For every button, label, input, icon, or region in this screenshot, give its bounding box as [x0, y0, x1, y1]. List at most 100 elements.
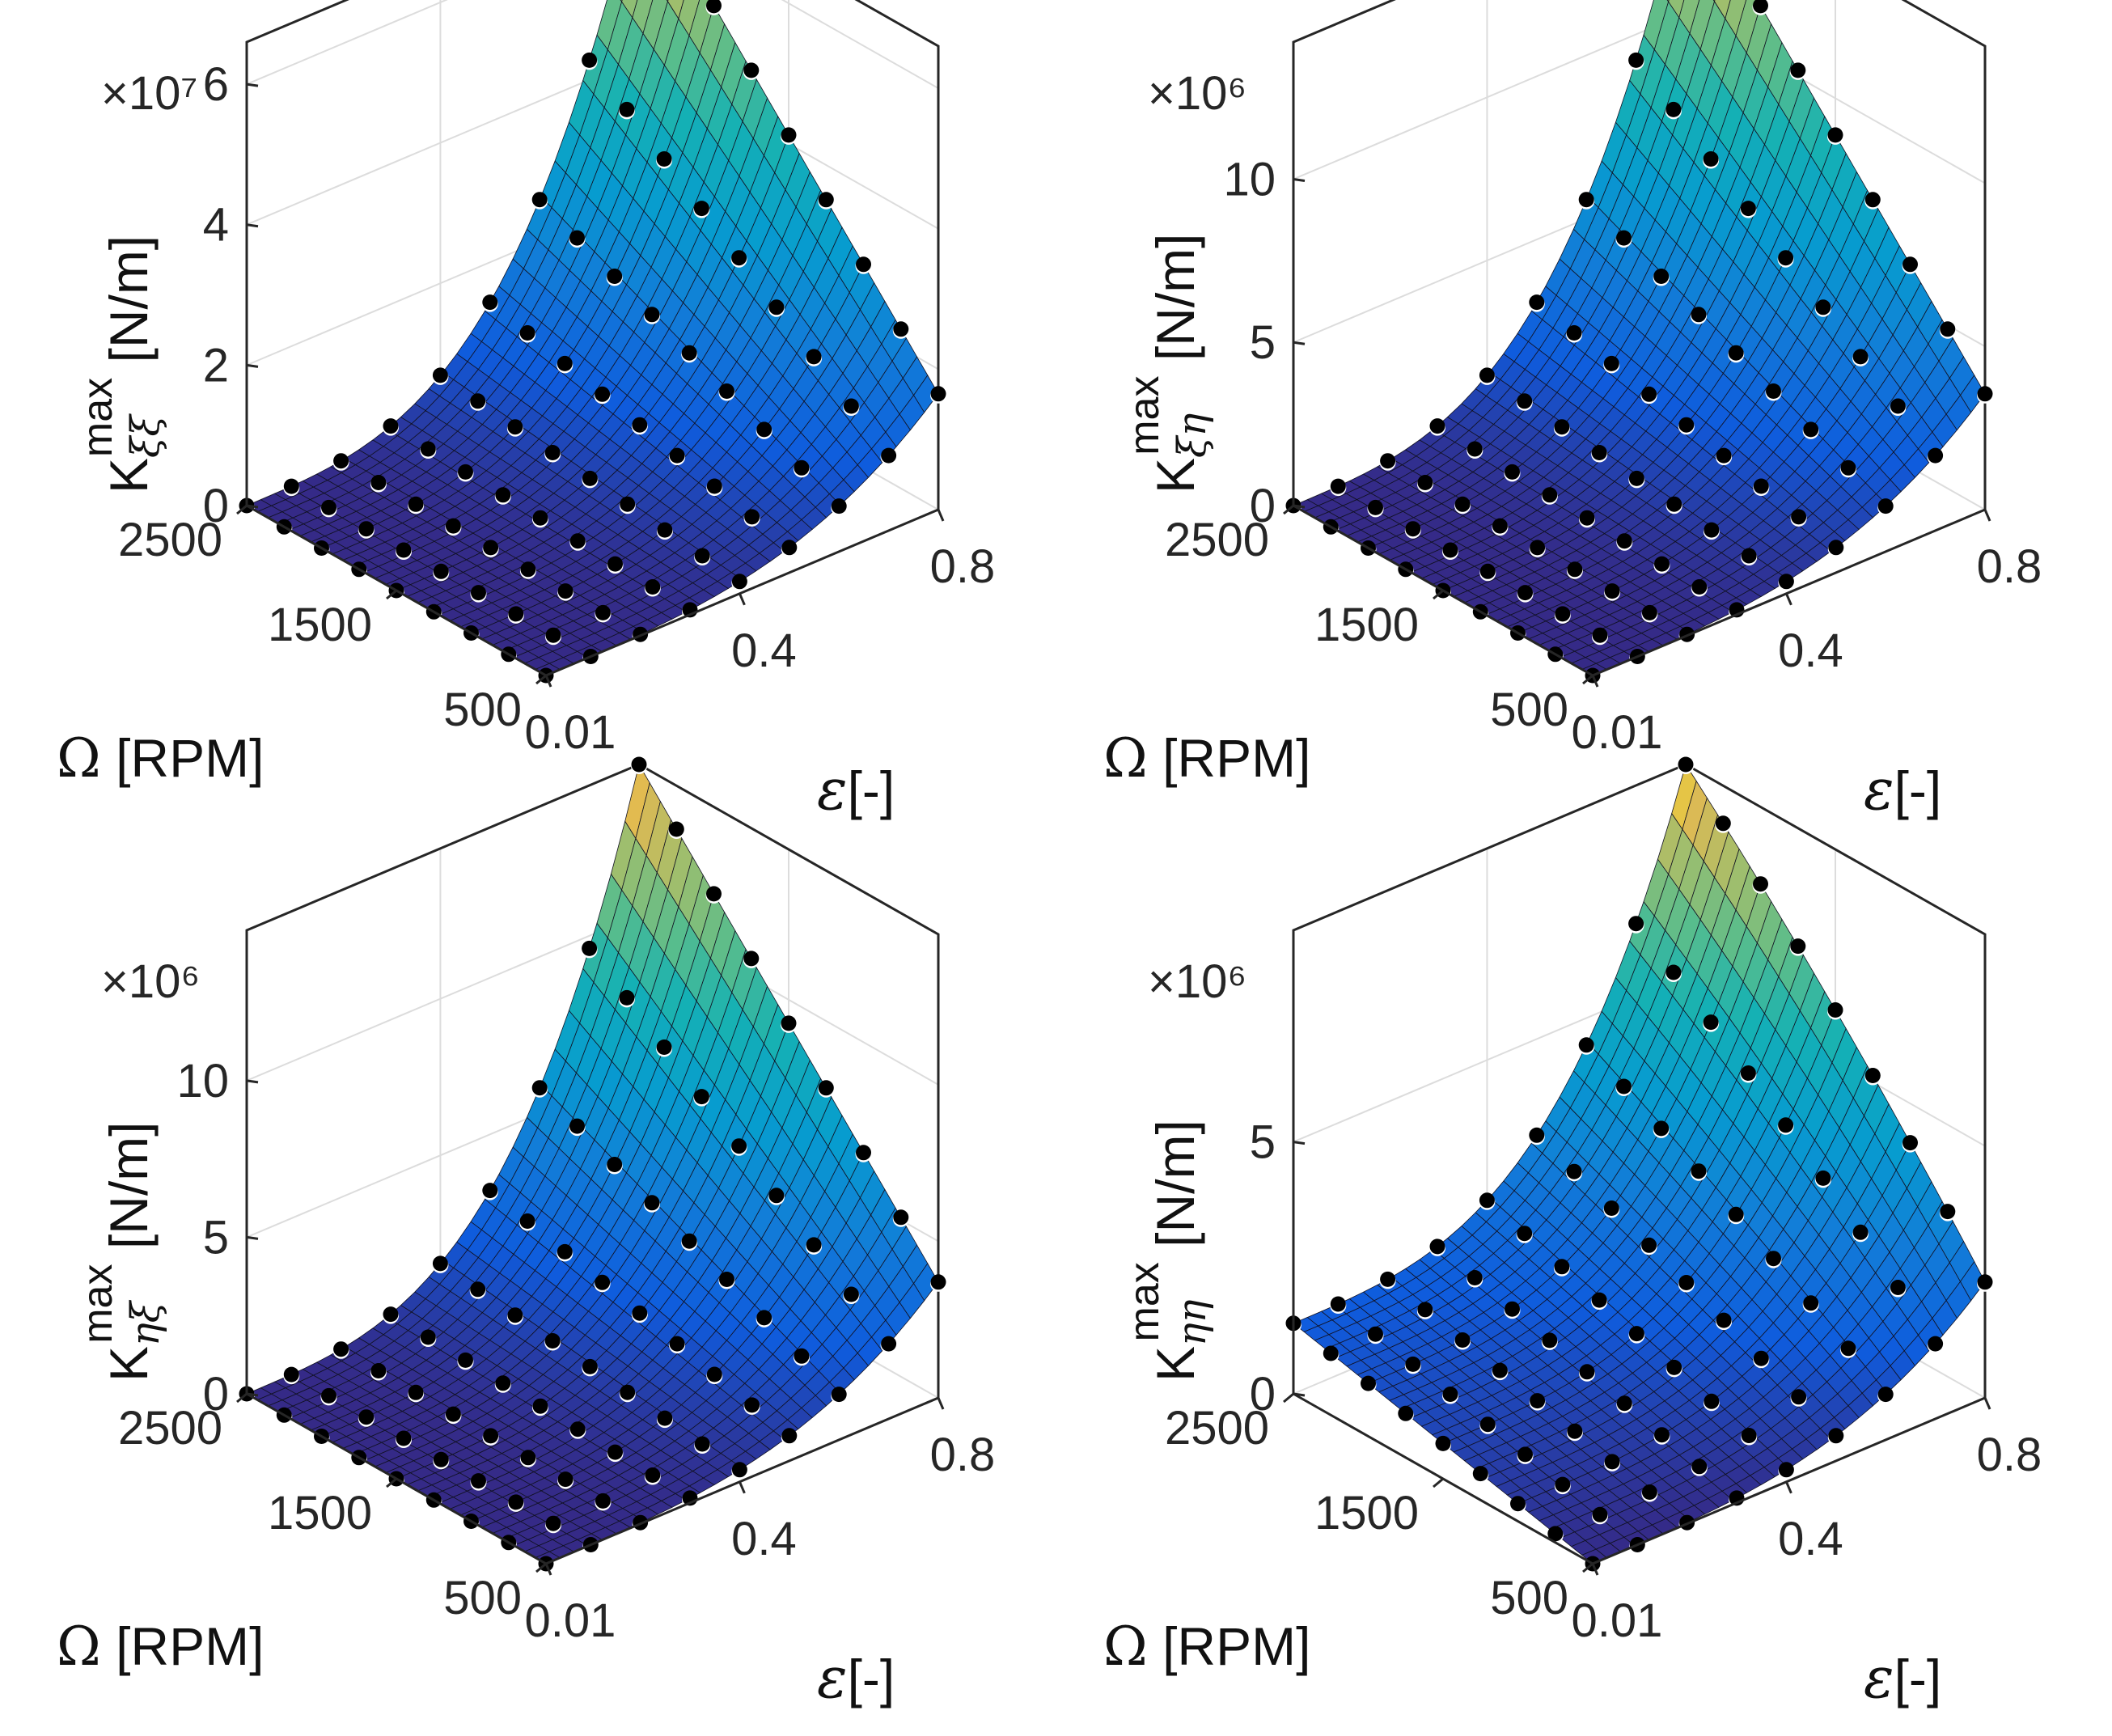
data-point — [781, 1015, 797, 1031]
data-point — [1467, 1270, 1483, 1285]
data-point — [1616, 533, 1632, 549]
data-point — [358, 521, 375, 537]
surface — [246, 0, 939, 676]
data-point — [1361, 1375, 1376, 1391]
data-point — [1442, 1387, 1458, 1402]
data-point — [694, 548, 710, 564]
data-point — [1977, 386, 1993, 402]
eps-tick — [1591, 675, 1599, 688]
data-point — [1628, 470, 1644, 486]
data-point — [544, 445, 561, 460]
data-point — [1877, 498, 1894, 514]
data-point — [532, 510, 548, 526]
data-point — [881, 1336, 897, 1352]
data-point — [656, 151, 672, 167]
data-point — [1778, 1462, 1794, 1478]
data-point — [1567, 561, 1583, 578]
data-point — [333, 1341, 349, 1357]
data-point — [856, 256, 871, 273]
data-point — [1665, 101, 1682, 117]
z-tick-label: 5 — [203, 1211, 229, 1264]
data-point — [1940, 321, 1956, 337]
data-point — [1666, 496, 1682, 512]
data-point — [881, 447, 897, 464]
data-point — [1555, 1476, 1571, 1493]
z-tick-label: 10 — [1223, 153, 1276, 205]
data-point — [1368, 1326, 1383, 1342]
data-point — [1592, 1506, 1608, 1522]
data-point — [1654, 1427, 1670, 1443]
data-point — [333, 453, 349, 469]
data-point — [582, 940, 598, 956]
data-point — [1405, 521, 1421, 537]
data-point — [1628, 52, 1644, 68]
surface — [1293, 0, 1986, 676]
z-tick — [246, 1392, 259, 1397]
eps-tick — [1785, 593, 1792, 606]
data-point — [1454, 496, 1471, 512]
data-point — [508, 1494, 524, 1510]
z-tick — [246, 1079, 259, 1084]
data-point — [744, 509, 760, 525]
data-point — [1517, 1446, 1533, 1463]
eps-axis-label: ε[-] — [817, 1645, 895, 1711]
data-point — [1323, 1345, 1339, 1361]
data-point — [645, 579, 661, 595]
z-tick-label: 2 — [203, 339, 229, 392]
data-point — [719, 1272, 734, 1287]
z-axis-label: Kηηmax [N/m] — [1121, 1120, 1215, 1382]
data-point — [582, 52, 598, 68]
data-point — [595, 1274, 611, 1290]
data-point — [495, 487, 511, 503]
data-point — [495, 1375, 511, 1391]
data-point — [595, 386, 611, 402]
data-point — [1741, 1428, 1757, 1443]
data-point — [545, 1515, 561, 1531]
data-point — [1828, 1428, 1844, 1444]
data-point — [1604, 583, 1620, 599]
data-point — [433, 563, 449, 579]
data-point — [1740, 1065, 1756, 1081]
data-point — [1492, 1362, 1508, 1378]
data-point — [694, 1436, 710, 1452]
data-point — [1691, 579, 1708, 595]
data-point — [706, 1366, 722, 1382]
data-point — [731, 1138, 747, 1154]
data-point — [1417, 1302, 1433, 1318]
z-tick-label: 0 — [203, 1368, 229, 1421]
data-point — [1492, 518, 1508, 534]
data-point — [1827, 1002, 1843, 1018]
data-point — [843, 398, 859, 414]
omega-tick — [1582, 1562, 1594, 1573]
z-tick-label: 0 — [1250, 480, 1276, 532]
data-point — [557, 1243, 573, 1260]
data-point — [1380, 1271, 1396, 1287]
data-point — [1940, 1204, 1956, 1220]
data-point — [731, 250, 747, 266]
data-point — [1578, 192, 1594, 208]
data-point — [1616, 1395, 1632, 1412]
data-point — [1928, 447, 1944, 464]
data-point — [1641, 1484, 1657, 1500]
data-point — [458, 1352, 473, 1368]
data-point — [1864, 1068, 1881, 1083]
data-point — [1902, 256, 1918, 273]
omega-axis-label: Ω [RPM] — [1103, 727, 1310, 790]
data-point — [1641, 386, 1657, 402]
data-point — [569, 533, 586, 549]
omega-tick-label: 2500 — [118, 1402, 222, 1454]
data-point — [482, 294, 498, 311]
omega-tick-label: 1500 — [268, 1487, 372, 1539]
eps-tick-label: 0.4 — [1778, 1513, 1843, 1565]
eps-tick-label: 0.8 — [930, 540, 996, 593]
eps-axis-label: ε[-] — [817, 756, 895, 823]
eps-tick — [937, 1397, 945, 1410]
data-point — [1666, 1359, 1682, 1375]
data-point — [1505, 1301, 1520, 1317]
eps-tick-label: 0.01 — [525, 706, 616, 759]
data-point — [731, 574, 747, 590]
data-point — [706, 886, 722, 902]
data-point — [781, 1428, 798, 1444]
data-point — [668, 821, 684, 837]
